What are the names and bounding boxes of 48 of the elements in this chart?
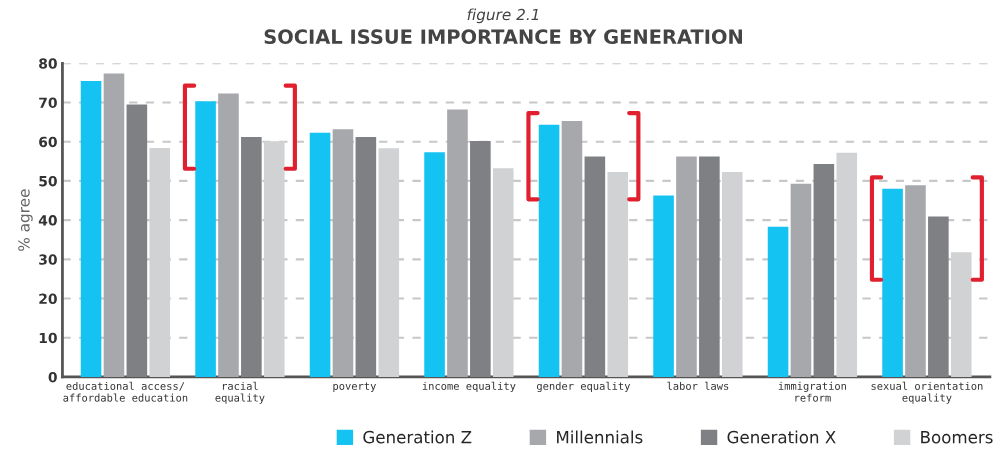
- bar: [103, 73, 125, 377]
- x-tick-label: poverty: [333, 382, 376, 392]
- y-axis-title: % agree: [18, 189, 33, 251]
- bar: [790, 183, 812, 377]
- bar: [538, 124, 560, 377]
- bar: [195, 101, 216, 377]
- bar: [424, 152, 445, 377]
- legend-label: Boomers: [921, 431, 993, 444]
- x-tick-label: educational access/ affordable education: [63, 381, 188, 402]
- bar: [882, 188, 903, 377]
- bar: [584, 156, 606, 377]
- y-tick-label: 10: [39, 332, 57, 344]
- bar: [447, 109, 468, 377]
- y-tick-label: 70: [39, 97, 57, 108]
- bar: [561, 120, 583, 377]
- y-tick-label: 30: [39, 254, 57, 265]
- bar: [676, 156, 697, 377]
- x-tick-label: sexual orientation equality: [871, 381, 983, 404]
- bar: [126, 104, 148, 377]
- y-tick-label: 50: [39, 175, 57, 187]
- y-tick-label: 60: [39, 136, 57, 148]
- y-tick-label: 20: [39, 293, 57, 305]
- bar: [905, 185, 926, 377]
- bar: [309, 132, 331, 377]
- chart-title: SOCIAL ISSUE IMPORTANCE BY GENERATION: [264, 29, 742, 45]
- bar: [928, 216, 949, 377]
- bar: [80, 80, 102, 377]
- y-tick-label: 0: [48, 371, 57, 383]
- bar: [767, 226, 789, 377]
- x-tick-label: immigration reform: [778, 381, 846, 402]
- legend-label: Generation X: [727, 430, 836, 444]
- bar: [699, 156, 720, 377]
- bar: [813, 164, 835, 377]
- x-tick-label: income equality: [422, 381, 516, 392]
- bar: [470, 140, 491, 377]
- bar: [653, 195, 674, 377]
- y-tick-label: 80: [39, 58, 57, 69]
- x-tick-label: labor laws: [667, 381, 729, 390]
- bar: [218, 93, 239, 377]
- bar: [355, 137, 377, 377]
- y-tick-label: 40: [38, 215, 57, 226]
- chart-subtitle: figure 2.1: [467, 8, 539, 24]
- bar: [241, 137, 262, 377]
- bar: [332, 129, 354, 377]
- legend-label: Generation Z: [363, 430, 472, 444]
- x-tick-label: gender equality: [537, 381, 631, 393]
- x-tick-label: racial equality: [215, 381, 265, 404]
- legend-label: Millennials: [557, 430, 643, 444]
